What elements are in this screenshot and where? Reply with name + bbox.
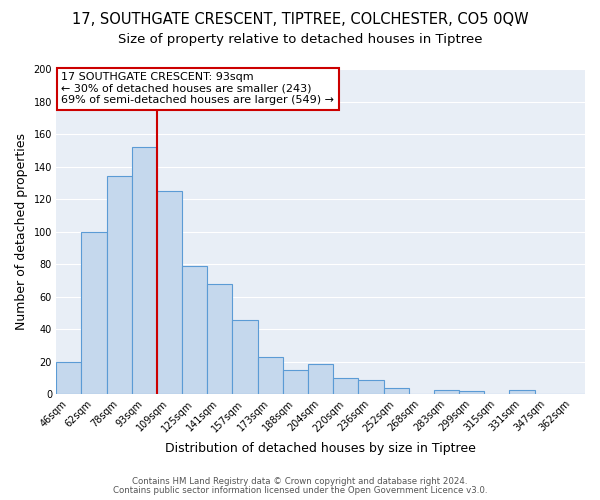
Bar <box>257 357 283 395</box>
Bar <box>333 378 358 394</box>
Bar <box>182 266 208 394</box>
Text: Contains public sector information licensed under the Open Government Licence v3: Contains public sector information licen… <box>113 486 487 495</box>
Bar <box>208 284 232 395</box>
Bar <box>56 362 82 394</box>
Bar <box>283 370 308 394</box>
Bar <box>459 391 484 394</box>
Bar <box>132 147 157 394</box>
Bar <box>434 390 459 394</box>
Bar <box>383 388 409 394</box>
Y-axis label: Number of detached properties: Number of detached properties <box>15 133 28 330</box>
X-axis label: Distribution of detached houses by size in Tiptree: Distribution of detached houses by size … <box>165 442 476 455</box>
Bar <box>157 191 182 394</box>
Bar <box>358 380 383 394</box>
Bar <box>509 390 535 394</box>
Text: 17 SOUTHGATE CRESCENT: 93sqm
← 30% of detached houses are smaller (243)
69% of s: 17 SOUTHGATE CRESCENT: 93sqm ← 30% of de… <box>61 72 334 106</box>
Text: 17, SOUTHGATE CRESCENT, TIPTREE, COLCHESTER, CO5 0QW: 17, SOUTHGATE CRESCENT, TIPTREE, COLCHES… <box>71 12 529 28</box>
Bar <box>82 232 107 394</box>
Text: Size of property relative to detached houses in Tiptree: Size of property relative to detached ho… <box>118 32 482 46</box>
Bar <box>308 364 333 394</box>
Bar <box>107 176 132 394</box>
Text: Contains HM Land Registry data © Crown copyright and database right 2024.: Contains HM Land Registry data © Crown c… <box>132 477 468 486</box>
Bar <box>232 320 257 394</box>
